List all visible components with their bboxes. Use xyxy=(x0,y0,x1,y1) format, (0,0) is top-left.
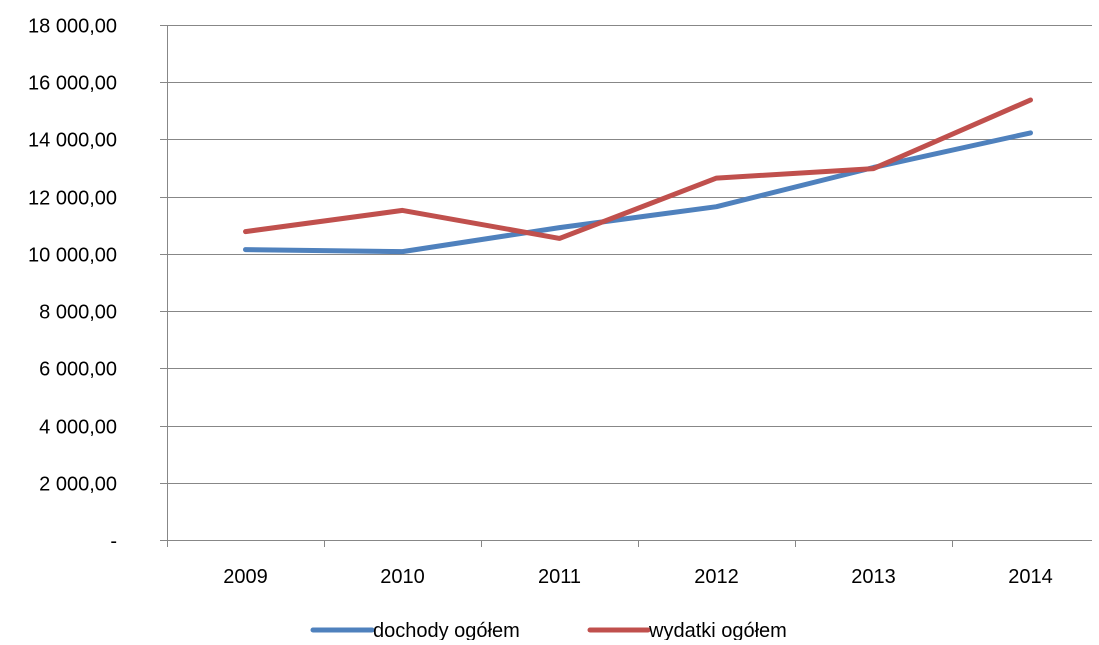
x-tick-label: 2013 xyxy=(851,566,896,588)
y-tick-label: 18 000,00 xyxy=(28,16,117,38)
series-line-2 xyxy=(243,97,1033,241)
y-tick-label: 4 000,00 xyxy=(39,417,117,439)
legend-label: dochody ogółem xyxy=(373,620,520,640)
gridlines xyxy=(160,25,1092,484)
series-line-1 xyxy=(243,130,1033,255)
x-tick-label: 2012 xyxy=(694,566,739,588)
x-tick-label: 2011 xyxy=(538,566,581,588)
y-tick-label: 16 000,00 xyxy=(28,73,117,95)
y-tick-label: 8 000,00 xyxy=(39,302,117,324)
legend-label: wydatki ogółem xyxy=(648,620,787,640)
axes xyxy=(160,25,1092,547)
y-tick-label: 6 000,00 xyxy=(39,359,117,381)
x-tick-labels: 2009 2010 2011 2012 2013 2014 xyxy=(223,566,1053,588)
legend-item: dochody ogółem xyxy=(310,620,520,642)
y-tick-label: 2 000,00 xyxy=(39,474,117,496)
y-tick-label: 14 000,00 xyxy=(28,130,117,152)
series-lines xyxy=(243,97,1033,255)
x-tick-label: 2009 xyxy=(223,566,268,588)
y-tick-label: 12 000,00 xyxy=(28,188,117,210)
x-tick-label: 2010 xyxy=(380,566,425,588)
y-tick-labels: - 2 000,00 4 000,00 6 000,00 8 000,00 10 000,… xyxy=(28,16,117,553)
x-tick-label: 2014 xyxy=(1008,566,1053,588)
y-tick-label: - xyxy=(110,531,117,553)
legend-item: wydatki ogółem xyxy=(587,620,787,642)
y-tick-label: 10 000,00 xyxy=(28,245,117,267)
legend: dochody ogółem wydatki ogółem xyxy=(310,620,787,642)
